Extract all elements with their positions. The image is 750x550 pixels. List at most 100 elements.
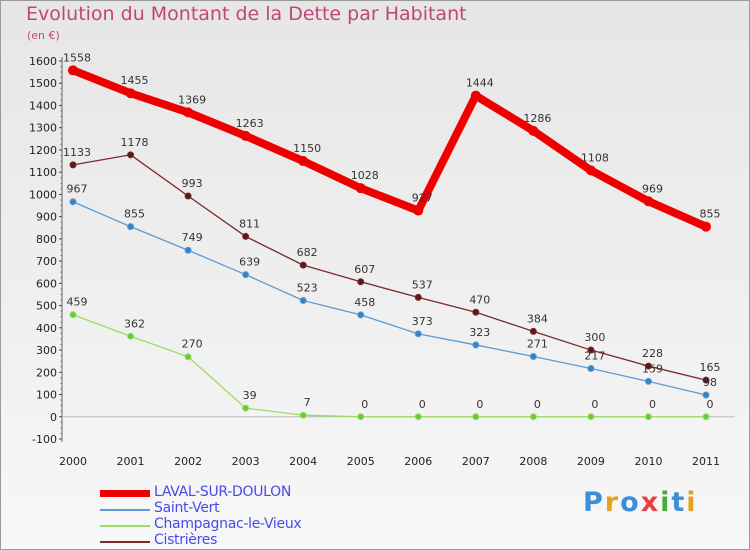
data-point — [299, 411, 307, 419]
data-label: 607 — [354, 263, 375, 276]
data-point — [357, 278, 365, 286]
series-line-2 — [72, 314, 707, 418]
x-tick-label: 2010 — [634, 455, 662, 468]
data-label: 969 — [642, 182, 663, 195]
data-label: 811 — [239, 217, 260, 230]
data-label: 0 — [649, 398, 656, 411]
chart-title: Evolution du Montant de la Dette par Hab… — [26, 3, 467, 25]
data-label: 384 — [527, 312, 548, 325]
data-point — [644, 377, 652, 385]
data-point — [242, 271, 250, 279]
data-label: 228 — [642, 347, 663, 360]
legend-label-champagnac: Champagnac-le-Vieux — [154, 516, 302, 532]
data-label: 470 — [469, 293, 490, 306]
data-label: 7 — [304, 396, 311, 409]
data-label: 0 — [534, 398, 541, 411]
data-point — [242, 404, 250, 412]
logo-letter: o — [620, 487, 641, 518]
data-label: 159 — [642, 362, 663, 375]
y-tick-label: 1300 — [29, 122, 57, 135]
legend-swatch-laval — [100, 490, 150, 497]
data-point — [69, 198, 77, 206]
data-point — [643, 196, 654, 207]
data-point — [184, 246, 192, 254]
chart-subtitle: (en €) — [27, 29, 60, 42]
y-tick-label: 600 — [36, 277, 57, 290]
data-point — [529, 413, 537, 421]
data-point — [472, 413, 480, 421]
data-point — [702, 391, 710, 399]
data-point — [587, 365, 595, 373]
data-point — [68, 65, 78, 76]
data-label: 537 — [412, 278, 433, 291]
data-point — [644, 413, 652, 421]
legend: LAVAL-SUR-DOULON Saint-Vert Champagnac-l… — [100, 484, 340, 549]
y-tick-label: -100 — [32, 433, 57, 446]
logo-letter: t — [671, 487, 687, 518]
logo-letter: x — [640, 487, 661, 518]
x-tick-label: 2011 — [692, 455, 720, 468]
data-label: 1369 — [178, 93, 206, 106]
x-tick-label: 2000 — [59, 455, 87, 468]
x-tick-label: 2001 — [117, 455, 145, 468]
y-tick-label: 700 — [36, 255, 57, 268]
data-label: 300 — [584, 331, 605, 344]
data-label: 993 — [182, 177, 203, 190]
data-point — [69, 311, 77, 319]
x-tick-label: 2004 — [289, 455, 317, 468]
legend-label-laval: LAVAL-SUR-DOULON — [154, 484, 292, 500]
data-point — [414, 330, 422, 338]
data-label: 0 — [591, 398, 598, 411]
data-point — [69, 161, 77, 169]
data-label: 1444 — [466, 77, 494, 90]
data-label: 271 — [527, 338, 548, 351]
data-label: 0 — [707, 398, 714, 411]
x-tick-label: 2007 — [462, 455, 490, 468]
data-point — [472, 341, 480, 349]
y-tick-label: 1600 — [29, 55, 57, 68]
x-tick-label: 2008 — [519, 455, 547, 468]
data-point — [355, 183, 366, 194]
data-label: 1286 — [523, 112, 551, 125]
data-label: 98 — [703, 376, 717, 389]
data-label: 1108 — [581, 151, 609, 164]
data-point — [357, 413, 365, 421]
legend-swatch-cistrieres — [100, 541, 150, 543]
data-label: 1028 — [351, 169, 379, 182]
data-point — [472, 308, 480, 316]
data-label: 1263 — [236, 117, 264, 130]
data-label: 682 — [297, 246, 318, 259]
data-point — [127, 332, 135, 340]
data-label: 458 — [354, 296, 375, 309]
data-point — [585, 165, 596, 176]
y-tick-label: 1000 — [29, 188, 57, 201]
legend-item-champagnac: Champagnac-le-Vieux — [100, 516, 340, 533]
data-point — [183, 107, 194, 118]
data-label: 523 — [297, 281, 318, 294]
y-tick-label: 900 — [36, 211, 57, 224]
data-point — [127, 151, 135, 159]
logo-letter: P — [583, 487, 605, 518]
data-point — [299, 296, 307, 304]
data-point — [125, 88, 136, 99]
data-label: 1150 — [293, 142, 321, 155]
y-tick-label: 800 — [36, 233, 57, 246]
series-line-3 — [72, 154, 707, 381]
data-point — [587, 346, 595, 354]
y-tick-label: 1200 — [29, 144, 57, 157]
data-point — [298, 156, 309, 167]
data-label: 0 — [419, 398, 426, 411]
logo-letter: i — [686, 487, 698, 518]
data-label: 855 — [124, 208, 145, 221]
data-point — [701, 221, 711, 232]
data-point — [702, 376, 710, 384]
legend-swatch-saint-vert — [100, 509, 150, 511]
data-label: 639 — [239, 256, 260, 269]
data-label: 1133 — [63, 146, 91, 159]
data-point — [529, 327, 537, 335]
y-tick-label: 1100 — [29, 166, 57, 179]
data-label: 323 — [469, 326, 490, 339]
data-point — [413, 205, 424, 216]
data-label: 39 — [243, 389, 257, 402]
